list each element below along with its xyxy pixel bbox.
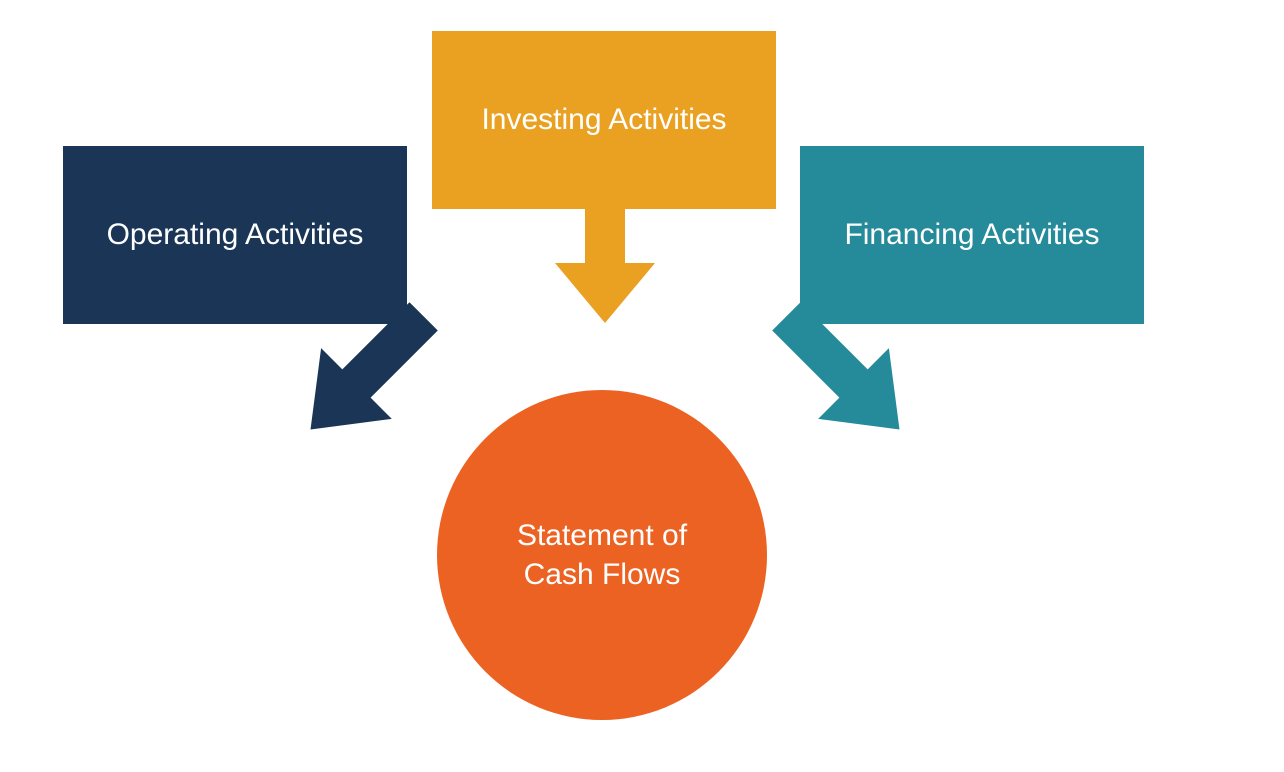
operating-arrow-icon bbox=[270, 290, 450, 470]
investing-box: Investing Activities bbox=[432, 31, 776, 209]
center-label: Statement of Cash Flows bbox=[517, 516, 687, 594]
investing-label: Investing Activities bbox=[481, 101, 726, 139]
diagram-canvas: Investing Activities Operating Activitie… bbox=[0, 0, 1284, 772]
operating-label: Operating Activities bbox=[107, 216, 364, 254]
financing-arrow-icon bbox=[760, 290, 940, 470]
financing-label: Financing Activities bbox=[844, 216, 1099, 254]
center-label-line1: Statement of bbox=[517, 519, 687, 552]
investing-arrow-down-icon bbox=[555, 208, 655, 323]
center-circle: Statement of Cash Flows bbox=[437, 390, 767, 720]
center-label-line2: Cash Flows bbox=[524, 558, 681, 591]
